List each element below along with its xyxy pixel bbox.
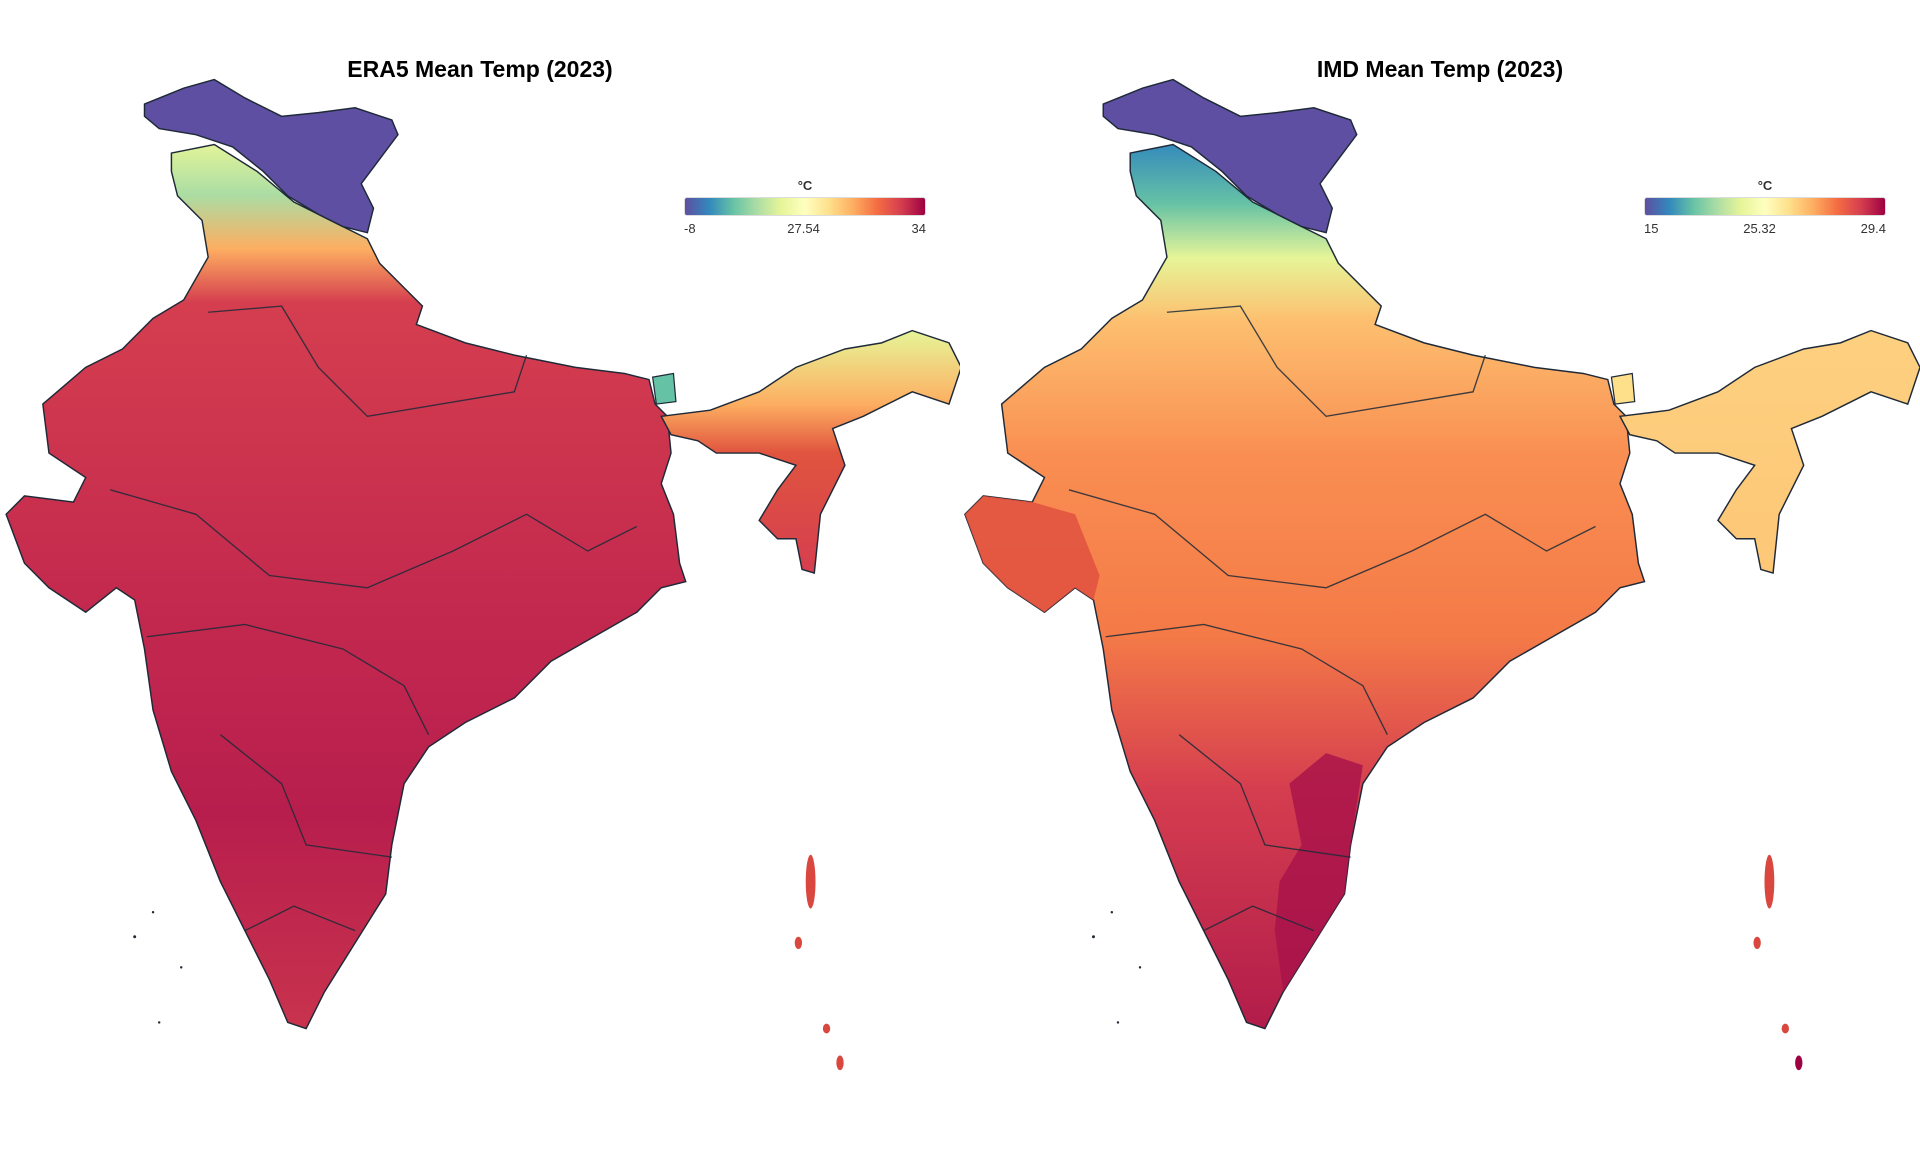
- imd-region-mainland[interactable]: [964, 143, 1646, 1030]
- imd-region-kashmir[interactable]: [1102, 78, 1358, 234]
- era5-state-borders: [110, 305, 638, 932]
- era5-region-northeast[interactable]: [660, 329, 960, 575]
- era5-region-kashmir[interactable]: [143, 78, 399, 234]
- legend-colorbar: [684, 197, 926, 216]
- legend-tick-max: 34: [911, 221, 926, 236]
- imd-region-southeast-hot[interactable]: [1274, 753, 1363, 992]
- legend-tick-mid: 27.54: [787, 221, 820, 236]
- era5-islands: [794, 854, 844, 1071]
- era5-map-panel: ERA5 Mean Temp (2023) °C -8 27.54 34: [5, 56, 960, 1071]
- imd-map-panel: IMD Mean Temp (2023) °C 15 25.32 29.4: [960, 0, 1920, 1152]
- imd-choropleth-map: [964, 78, 1920, 1071]
- legend-tick-mid: 25.32: [1743, 221, 1776, 236]
- era5-region-mainland[interactable]: [5, 143, 687, 1030]
- legend-unit: °C: [797, 178, 813, 193]
- legend-colorbar: [1644, 197, 1886, 216]
- imd-color-legend: °C 15 25.32 29.4: [1644, 178, 1886, 236]
- imd-region-northeast[interactable]: [1618, 329, 1920, 575]
- imd-region-west-coast[interactable]: [964, 495, 1100, 613]
- imd-map-title: IMD Mean Temp (2023): [1316, 56, 1564, 82]
- legend-tick-min: 15: [1644, 221, 1659, 236]
- era5-map-title: ERA5 Mean Temp (2023): [347, 56, 613, 82]
- imd-state-borders: [1068, 305, 1596, 932]
- era5-region-sikkim[interactable]: [651, 372, 677, 405]
- imd-region-sikkim[interactable]: [1610, 372, 1636, 405]
- legend-tick-min: -8: [684, 221, 696, 236]
- legend-unit: °C: [1757, 178, 1773, 193]
- era5-color-legend: °C -8 27.54 34: [684, 178, 926, 236]
- imd-islands: [1753, 854, 1803, 1071]
- legend-tick-max: 29.4: [1860, 221, 1886, 236]
- era5-choropleth-map: [5, 78, 960, 1071]
